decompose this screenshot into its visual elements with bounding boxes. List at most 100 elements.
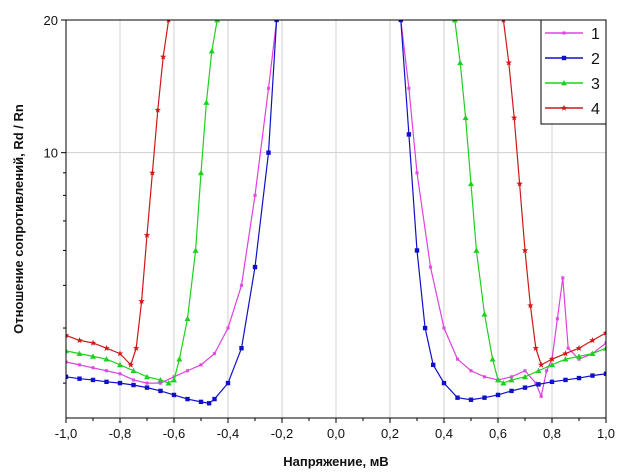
series-2-point: [509, 388, 514, 394]
series-2-point: [406, 132, 412, 137]
series-2-point: [549, 379, 555, 385]
series-1-point: [539, 394, 543, 398]
series-1-point: [199, 363, 203, 367]
series-2: [66, 20, 606, 406]
series-4-point: [602, 329, 606, 336]
series-3-point: [451, 20, 458, 23]
legend-marker-4: [560, 104, 568, 111]
series-2-point: [66, 374, 69, 380]
series-2-point: [252, 264, 258, 270]
legend-label-1: 1: [591, 26, 600, 43]
series-3-point: [522, 373, 528, 380]
series-1-point: [77, 363, 82, 367]
series-4-point: [116, 350, 124, 357]
series-4-point: [548, 355, 556, 362]
grid-lines: [66, 20, 606, 418]
series-4-point: [516, 180, 523, 187]
x-tick-label: 0,4: [435, 426, 453, 441]
series-1-point: [145, 381, 149, 385]
series-2-point: [398, 20, 403, 23]
series-1-point: [566, 346, 570, 350]
series-1-point: [104, 369, 109, 373]
axis-ticks: -1,0 -0,8 -0,6 -0,4 -0,2 0,0 0,2 0,4 0,6 0,8 1,0 10…: [44, 13, 616, 441]
series-2-point: [104, 379, 109, 385]
series-1-point: [185, 369, 190, 373]
series-1-point: [509, 375, 514, 379]
x-axis-label: Напряжение, мВ: [283, 454, 388, 469]
series-2-point: [576, 375, 582, 381]
series-3-point: [549, 361, 555, 368]
series-3-point: [144, 373, 150, 380]
series-4-point: [505, 59, 513, 66]
series-1-point: [577, 357, 581, 361]
series-4-point: [562, 350, 569, 357]
series-3-point: [457, 59, 464, 66]
series-1-point: [253, 193, 257, 197]
series-2-point: [117, 380, 123, 386]
series-2-point: [495, 392, 501, 398]
series-1-point: [91, 366, 95, 370]
series-4-point: [132, 344, 140, 351]
series-1-point: [455, 357, 460, 361]
series-3-point: [103, 356, 110, 362]
series-4-point: [103, 344, 110, 351]
series-3-point: [489, 356, 496, 362]
series-1-point: [66, 360, 68, 364]
series-3-point: [76, 350, 83, 357]
series-2-point: [455, 395, 460, 400]
series-3-point: [508, 376, 515, 383]
series-2-point: [536, 382, 541, 387]
y-tick-label: 20: [44, 13, 58, 28]
series-3-point: [198, 169, 204, 176]
x-tick-label: -0,4: [217, 426, 239, 441]
series-3-point: [495, 376, 501, 383]
series-3-point: [130, 367, 137, 374]
series-1-point: [482, 375, 487, 379]
series-1-point: [212, 352, 217, 356]
series-3-point: [481, 311, 488, 317]
series-3-point: [535, 367, 542, 374]
series-2-point: [198, 399, 204, 405]
series-3-point: [90, 353, 96, 359]
series-2-line: [66, 20, 278, 404]
series-1-point: [561, 276, 565, 280]
y-axis-label: Отношение сопротивлений, Rd / Rn: [11, 104, 26, 334]
series-3-point: [214, 20, 221, 23]
series-3: [66, 20, 606, 386]
series-2-point: [603, 371, 606, 376]
series-1-point: [534, 381, 538, 385]
series-1-point: [226, 326, 230, 330]
series-1-point: [545, 369, 549, 373]
series-1-point: [523, 369, 527, 373]
series-3-point: [500, 380, 507, 386]
series-4-point: [532, 344, 540, 351]
series-1-point: [428, 265, 433, 269]
series-4-point: [127, 361, 135, 368]
series-4-point: [589, 336, 596, 344]
series-4-point: [521, 247, 529, 254]
x-tick-label: 0,0: [327, 426, 345, 441]
series-1-point: [266, 86, 271, 90]
series-4-point: [138, 297, 145, 305]
series-1: [66, 20, 606, 399]
legend-marker-2: [561, 55, 567, 61]
series-2-point: [266, 150, 271, 155]
legend-label-4: 4: [591, 101, 600, 118]
series-4-point: [575, 344, 583, 351]
series-4-point: [527, 302, 534, 309]
series-1-point: [118, 372, 122, 376]
series-4-point: [154, 106, 162, 113]
series-3-point: [589, 350, 596, 357]
series-2-point: [522, 385, 528, 390]
series-2-point: [441, 380, 447, 386]
series-4-point: [76, 336, 83, 344]
series-3-point: [192, 247, 199, 253]
series-4-line: [66, 20, 170, 367]
series-4: [66, 20, 606, 368]
series-2-point: [206, 401, 212, 406]
series-2-line: [400, 20, 606, 401]
series-1-point: [407, 86, 411, 90]
series-4-point: [66, 331, 70, 339]
legend-marker-3: [561, 80, 567, 86]
series-2-point: [144, 385, 150, 390]
